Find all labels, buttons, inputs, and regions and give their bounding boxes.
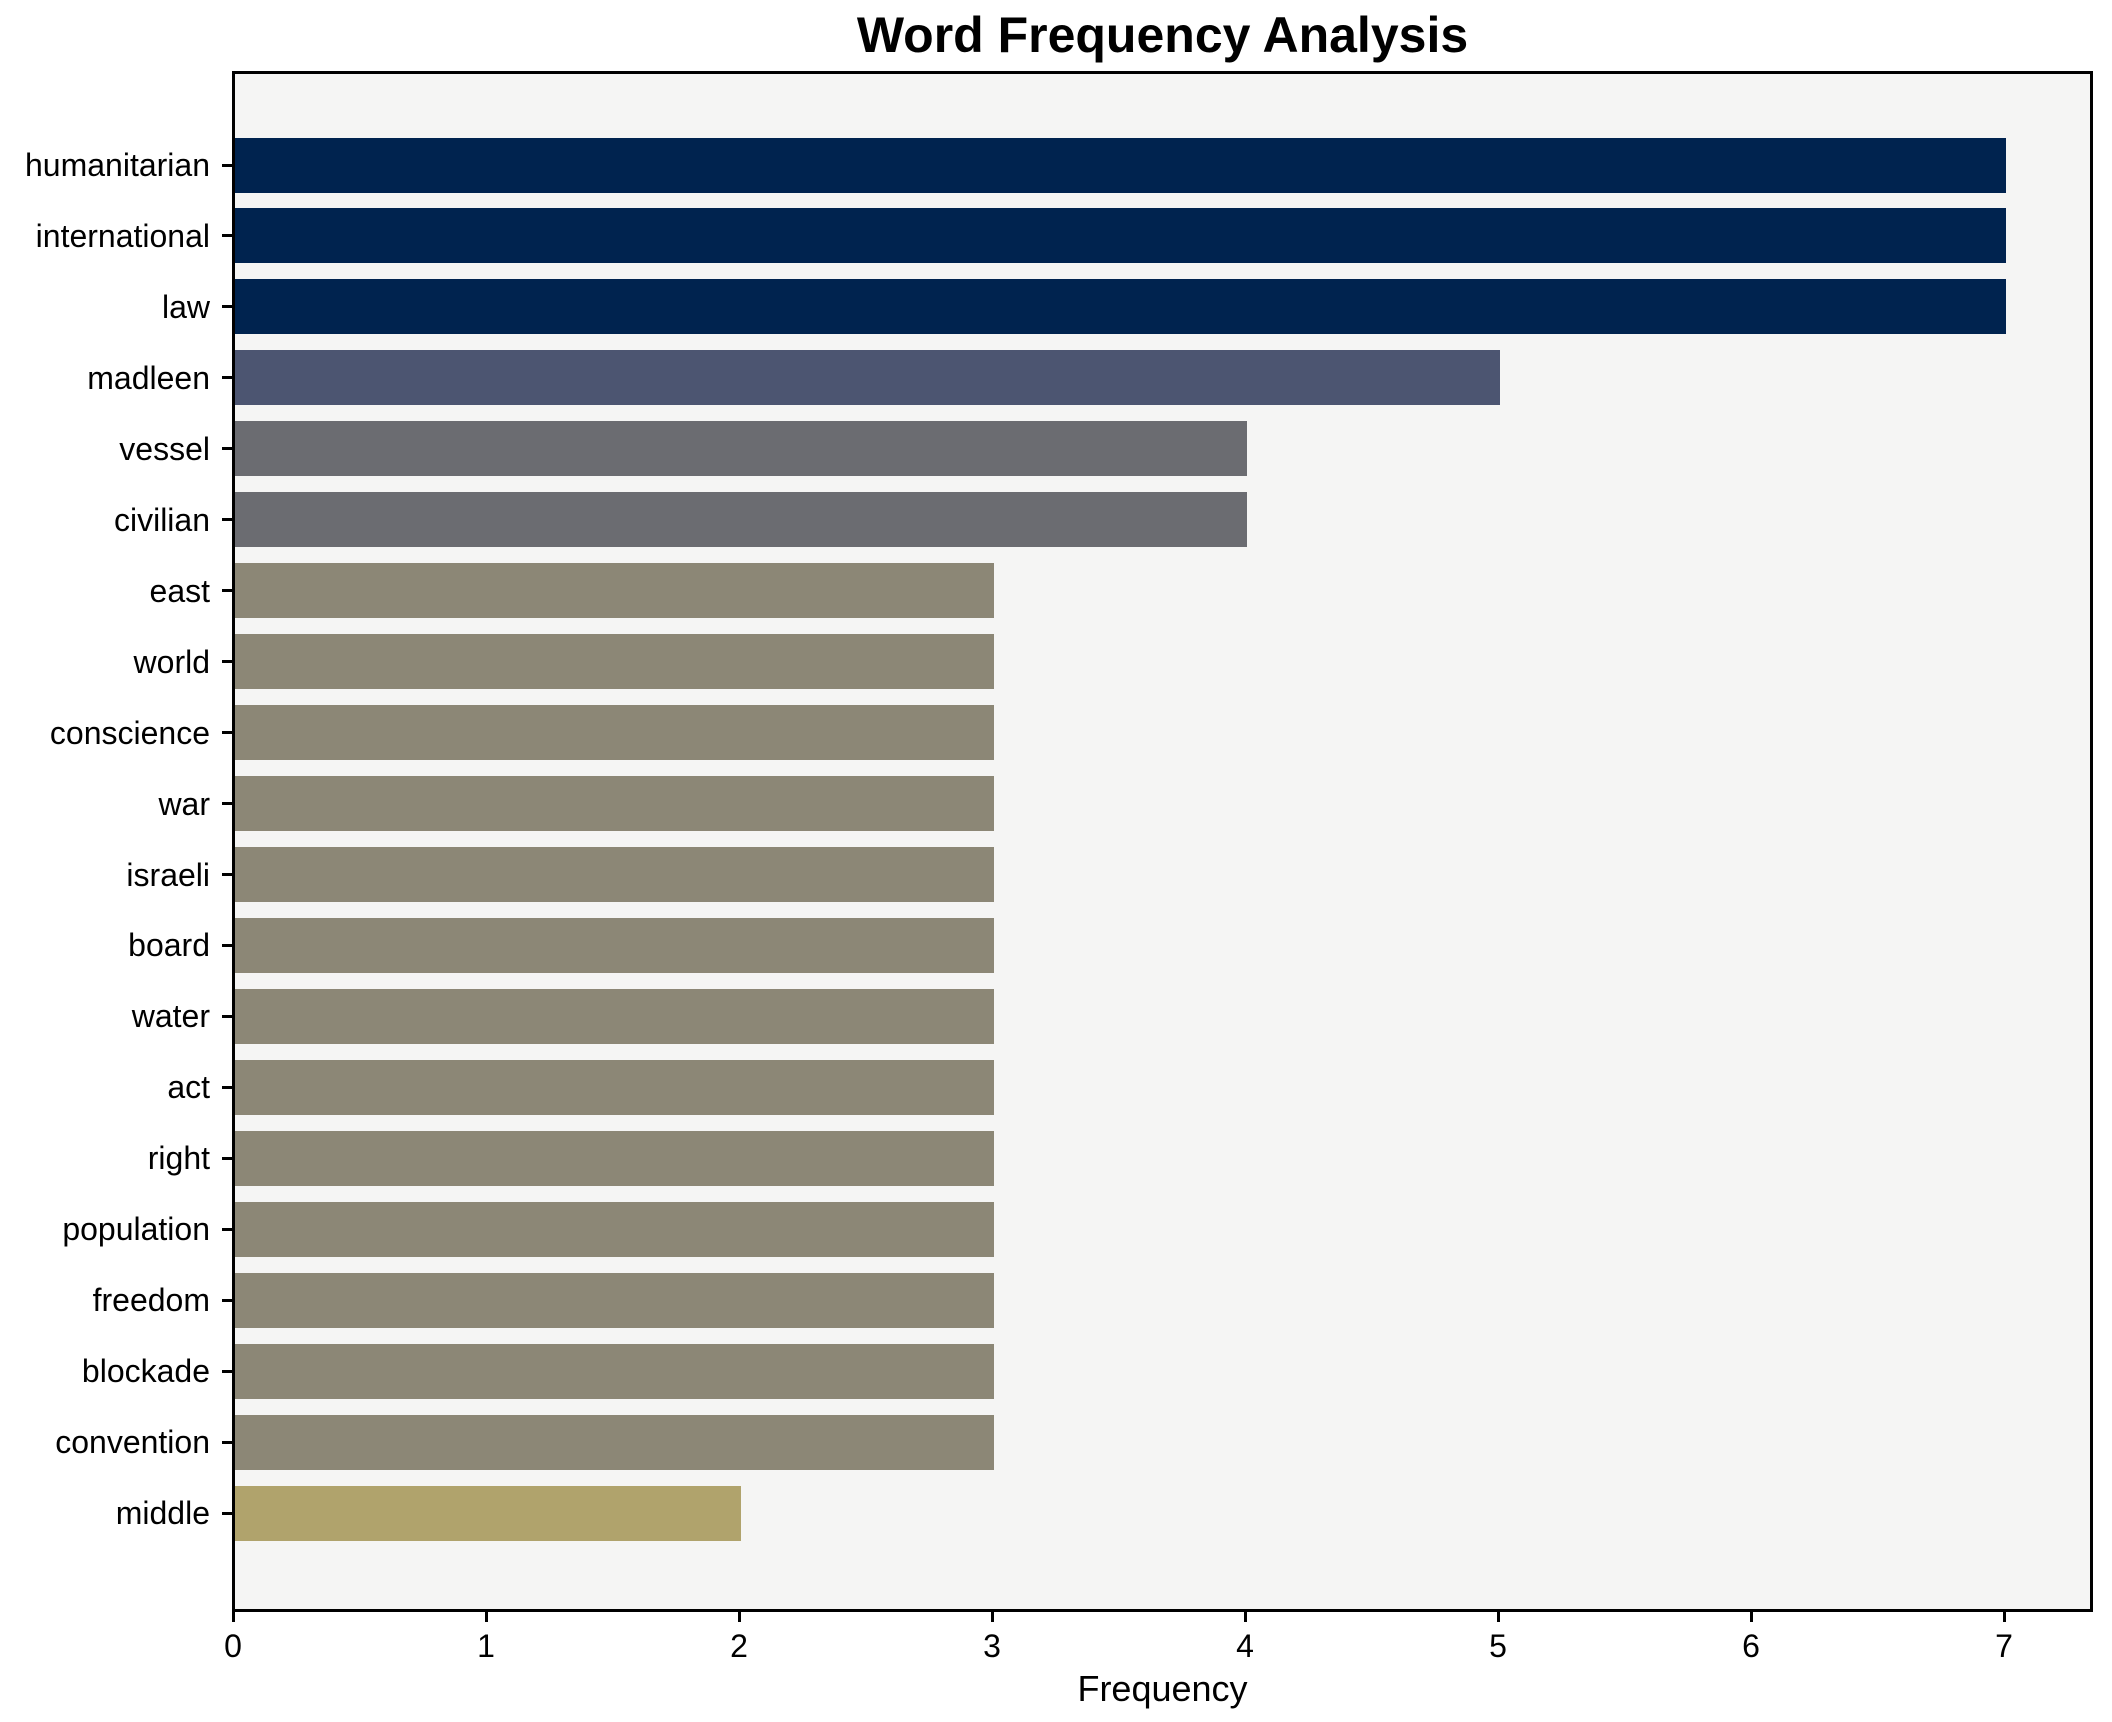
y-tick-label: water: [131, 998, 210, 1035]
y-tick-label: war: [158, 785, 210, 822]
y-tick-label: israeli: [126, 856, 210, 893]
bar-civilian: [235, 492, 1247, 548]
y-tick-label: international: [35, 217, 210, 254]
y-tick-label: world: [133, 643, 210, 680]
y-tick: [222, 376, 232, 380]
y-tick-label: middle: [115, 1495, 210, 1532]
x-tick-label: 4: [1236, 1628, 1254, 1664]
chart-title: Word Frequency Analysis: [856, 7, 1469, 63]
x-tick: [1243, 1612, 1247, 1622]
y-tick-label: board: [128, 927, 210, 964]
y-tick-label: madleen: [87, 359, 210, 396]
plot-area: [232, 71, 2093, 1612]
bar-freedom: [235, 1272, 994, 1328]
bar-water: [235, 988, 994, 1044]
bar-blockade: [235, 1343, 994, 1399]
y-tick: [222, 305, 232, 309]
y-tick: [222, 1156, 232, 1160]
y-tick: [222, 873, 232, 876]
y-tick: [222, 660, 232, 664]
bar-international: [235, 208, 2006, 264]
x-tick: [231, 1612, 235, 1622]
y-tick: [222, 234, 232, 238]
x-tick: [2002, 1612, 2006, 1622]
bar-war: [235, 776, 994, 832]
y-tick-label: right: [147, 1140, 210, 1177]
y-tick: [222, 1369, 232, 1373]
x-tick: [1496, 1612, 1500, 1622]
y-tick-label: civilian: [113, 501, 210, 538]
bar-world: [235, 634, 994, 690]
y-tick: [222, 518, 232, 522]
y-tick: [222, 1227, 232, 1231]
bar-israeli: [235, 847, 994, 902]
y-tick-label: convention: [55, 1424, 210, 1461]
bar-population: [235, 1201, 994, 1257]
bar-conscience: [235, 705, 994, 761]
bar-east: [235, 563, 994, 619]
bar-madleen: [235, 350, 1500, 406]
x-axis-label: Frequency: [1077, 1668, 1248, 1709]
y-tick: [222, 1085, 232, 1089]
bar-convention: [235, 1414, 994, 1470]
y-tick-label: blockade: [81, 1353, 210, 1390]
y-tick-label: law: [161, 288, 210, 325]
y-tick: [222, 589, 232, 593]
y-tick: [222, 163, 232, 167]
y-tick-label: act: [167, 1069, 210, 1106]
x-tick-label: 1: [477, 1628, 495, 1664]
x-tick-label: 5: [1489, 1628, 1507, 1664]
y-tick-label: vessel: [119, 430, 210, 467]
bar-act: [235, 1059, 994, 1115]
y-tick-label: humanitarian: [25, 147, 210, 183]
y-tick: [222, 1298, 232, 1302]
y-tick: [222, 802, 232, 806]
x-tick-label: 3: [983, 1628, 1001, 1664]
bar-humanitarian: [235, 137, 2006, 193]
x-tick: [484, 1612, 488, 1622]
y-tick-label: freedom: [92, 1282, 210, 1319]
y-tick: [222, 731, 232, 735]
x-tick-label: 6: [1742, 1628, 1760, 1664]
x-tick: [1749, 1612, 1753, 1622]
bar-middle: [235, 1485, 741, 1541]
bar-board: [235, 917, 994, 973]
bar-vessel: [235, 421, 1247, 477]
x-tick: [737, 1612, 741, 1622]
y-tick-label: conscience: [49, 714, 210, 751]
y-tick-label: east: [149, 572, 210, 609]
bar-law: [235, 279, 2006, 335]
y-tick: [222, 1440, 232, 1444]
y-tick: [222, 1511, 232, 1515]
x-tick-label: 7: [1995, 1628, 2013, 1664]
y-tick: [222, 943, 232, 947]
x-tick: [990, 1612, 994, 1622]
x-tick-label: 0: [224, 1628, 242, 1664]
y-tick: [222, 1014, 232, 1018]
x-tick-label: 2: [730, 1628, 748, 1664]
y-tick: [222, 447, 232, 451]
bar-right: [235, 1130, 994, 1186]
y-tick-label: population: [62, 1211, 210, 1248]
